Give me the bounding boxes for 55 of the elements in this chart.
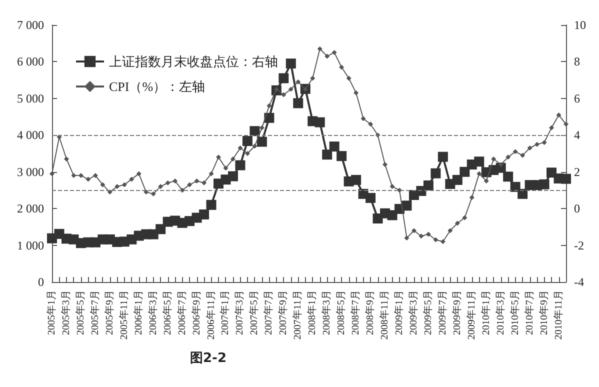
x-tick-label: 2007年5月 [248,290,260,335]
x-tick-label: 2010年1月 [480,290,492,335]
y2-tick-label: 4 [574,128,580,142]
y2-tick-label: -4 [574,275,584,289]
x-tick-label: 2010年7月 [523,290,536,335]
x-tick-label: 2010年5月 [508,290,521,335]
x-tick-label: 2006年5月 [161,290,174,335]
x-tick-label: 2007年3月 [234,290,246,335]
caption: 图2-2 [190,351,226,366]
x-tick-label: 2005年3月 [60,290,72,335]
y2-tick-label: 10 [574,18,586,32]
x-tick-label: 2005年11月 [118,290,130,340]
y-tick-label: 7 000 [17,18,44,32]
x-tick-label: 2005年9月 [103,290,116,335]
x-tick-label: 2010年3月 [494,290,506,335]
x-tick-label: 2005年7月 [88,290,101,335]
legend-label: CPI（%）：左轴 [109,79,206,94]
x-tick-label: 2006年9月 [190,290,202,335]
x-tick-label: 2006年7月 [176,290,188,335]
x-tick-label: 2007年7月 [262,290,275,335]
x-tick-label: 2007年11月 [292,290,304,340]
x-tick-label: 2008年3月 [320,290,333,335]
x-tick-label: 2007年9月 [277,290,290,335]
y-tick-label: 5 000 [17,91,44,106]
x-tick-label: 2010年11月 [552,290,564,340]
y2-tick-label: -2 [574,238,584,252]
x-tick-label: 2009年11月 [465,290,478,340]
y2-tick-label: 8 [574,54,580,69]
y-tick-label: 2 000 [17,202,44,216]
x-tick-label: 2008年9月 [364,290,376,335]
x-tick-label: 2009年3月 [407,290,420,335]
x-tick-label: 2008年5月 [335,290,348,335]
x-tick-label: 2005年1月 [46,290,58,335]
y2-tick-label: 2 [574,164,580,179]
x-tick-label: 2005年5月 [74,290,86,335]
x-tick-label: 2009年7月 [436,290,448,335]
x-tick-label: 2008年11月 [378,290,391,340]
x-tick-label: 2009年1月 [392,290,405,335]
x-tick-label: 2009年9月 [450,290,463,335]
y-tick-label: 6 000 [17,54,44,69]
x-tick-label: 2009年5月 [422,290,434,335]
x-tick-label: 2008年1月 [306,290,318,335]
y-tick-label: 3 000 [17,164,44,179]
y2-tick-label: 6 [574,91,580,106]
x-tick-label: 2006年3月 [146,290,159,335]
x-tick-label: 2010年9月 [538,290,550,335]
x-tick-label: 2007年1月 [219,290,232,335]
x-tick-label: 2008年7月 [350,290,362,335]
x-tick-label: 2006年1月 [132,290,144,335]
y-tick-label: 4 000 [17,128,44,142]
legend-label: 上证指数月末收盘点位：右轴 [109,54,278,69]
y-tick-label: 0 [38,275,44,289]
y2-tick-label: 0 [574,202,580,216]
x-tick-label: 2006年11月 [204,290,217,340]
y-tick-label: 1 000 [17,238,44,252]
